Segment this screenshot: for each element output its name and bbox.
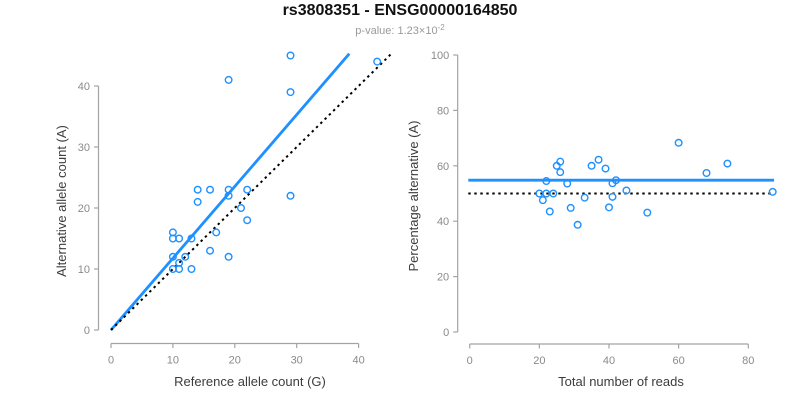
x-tick-label: 10: [167, 355, 179, 367]
pvalue-prefix: p-value:: [355, 25, 398, 37]
y-tick-label: 20: [78, 203, 90, 215]
data-point: [549, 189, 558, 198]
data-point: [605, 203, 614, 212]
figure-title: rs3808351 - ENSG00000164850: [282, 2, 518, 19]
data-point: [243, 216, 252, 225]
left-xaxis-label: Reference allele count (G): [174, 374, 326, 389]
data-point: [556, 168, 565, 177]
data-point: [702, 169, 711, 178]
data-point: [243, 185, 252, 194]
data-point: [187, 265, 196, 274]
data-point: [224, 75, 233, 84]
y-tick-label: 20: [437, 272, 449, 284]
data-point: [723, 159, 732, 168]
figure-subtitle: p-value: 1.23×10-2: [0, 21, 800, 38]
right-plot-dynamic-layer: 0 20 40 60 80 0 20 40 60 80 100: [431, 50, 777, 367]
y-tick-label: 100: [431, 50, 449, 62]
right-yaxis-label: Percentage alternative (A): [406, 120, 421, 271]
regression-line: [109, 52, 351, 331]
data-point: [286, 191, 295, 200]
x-tick-label: 20: [229, 355, 241, 367]
data-point: [236, 203, 245, 212]
identity-line: [110, 52, 393, 331]
data-point: [552, 161, 561, 170]
x-tick-label: 0: [108, 355, 114, 367]
y-tick-label: 0: [443, 327, 449, 339]
y-tick-label: 60: [437, 161, 449, 173]
data-point: [175, 234, 184, 243]
y-tick-label: 80: [437, 105, 449, 117]
pvalue-exponent: -2: [437, 23, 445, 32]
data-point: [206, 246, 215, 255]
data-point: [187, 234, 196, 243]
x-tick-label: 40: [603, 355, 615, 367]
data-point: [594, 155, 603, 164]
data-point: [181, 252, 190, 261]
left-yaxis-label: Alternative allele count (A): [54, 125, 69, 277]
y-tick-label: 0: [84, 325, 90, 337]
data-point: [373, 57, 382, 66]
data-point: [580, 193, 589, 202]
data-point: [212, 228, 221, 237]
data-point: [566, 203, 575, 212]
data-point: [168, 252, 177, 261]
data-point: [545, 207, 554, 216]
data-point: [643, 208, 652, 217]
x-tick-label: 40: [352, 355, 364, 367]
data-point: [206, 185, 215, 194]
pvalue-mantissa: 1.23×10: [397, 25, 438, 37]
data-point: [175, 265, 184, 274]
data-point: [224, 191, 233, 200]
data-point: [587, 161, 596, 170]
data-point: [193, 197, 202, 206]
data-point: [542, 177, 551, 186]
data-point: [286, 51, 295, 60]
data-point: [573, 220, 582, 229]
data-point: [674, 138, 683, 147]
right-xaxis-label: Total number of reads: [558, 374, 684, 389]
data-point: [193, 185, 202, 194]
data-point: [538, 196, 547, 205]
right-plot-percentage: 0 20 40 60 80 0 20 40 60 80 100 Total number of re…: [406, 50, 777, 389]
left-plot-dynamic-layer: 0 10 20 30 40 0 10 20 30 40: [78, 51, 393, 367]
y-tick-label: 40: [78, 81, 90, 93]
x-tick-label: 30: [291, 355, 303, 367]
x-tick-label: 80: [742, 355, 754, 367]
y-tick-label: 10: [78, 264, 90, 276]
data-point: [224, 252, 233, 261]
y-tick-label: 40: [437, 216, 449, 228]
y-tick-label: 30: [78, 142, 90, 154]
data-point: [563, 179, 572, 188]
data-point: [768, 187, 777, 196]
data-point: [601, 164, 610, 173]
data-point: [622, 186, 631, 195]
data-point: [286, 88, 295, 97]
left-plot-allele-counts: 0 10 20 30 40 0 10 20 30 40 Reference allele coun…: [54, 51, 393, 389]
x-tick-label: 20: [533, 355, 545, 367]
data-point: [608, 179, 617, 188]
data-point: [608, 192, 617, 201]
x-tick-label: 60: [673, 355, 685, 367]
x-tick-label: 0: [467, 355, 473, 367]
